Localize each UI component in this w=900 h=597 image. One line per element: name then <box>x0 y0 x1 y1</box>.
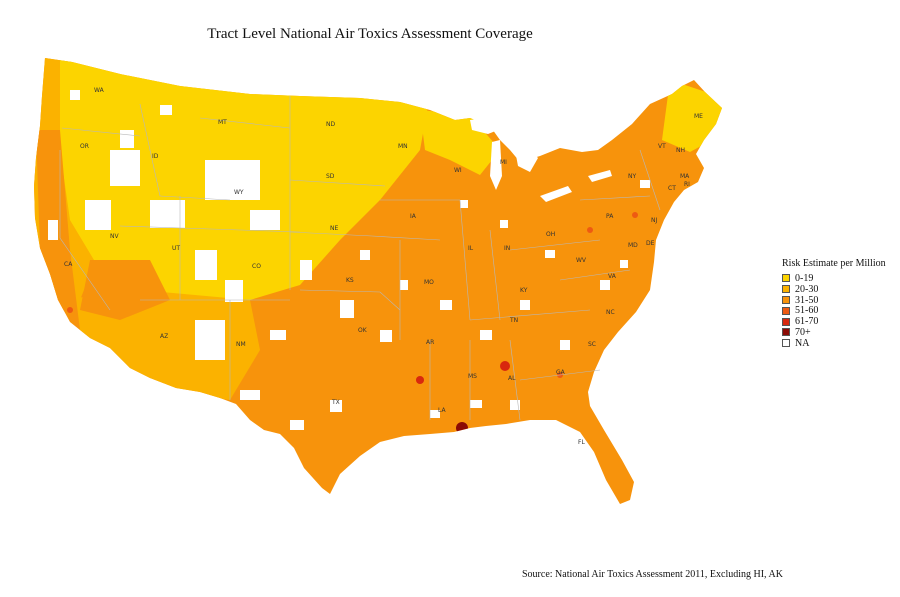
state-label: NH <box>676 147 685 154</box>
state-label: WY <box>234 189 244 196</box>
state-label: LA <box>438 407 446 414</box>
great-lakes <box>470 116 612 202</box>
legend-label: 51-60 <box>795 305 819 317</box>
legend-swatch <box>782 317 790 326</box>
state-label: TN <box>509 317 518 324</box>
state-borders <box>59 96 661 421</box>
legend-label: 31-50 <box>795 294 819 306</box>
state-label: MS <box>468 373 477 380</box>
state-label: FL <box>578 439 585 446</box>
legend-label: 61-70 <box>795 316 819 328</box>
state-label: DE <box>646 240 655 247</box>
state-labels: WA OR CA NV ID MT WY UT AZ CO NM ND SD N… <box>64 87 703 446</box>
state-label: CT <box>668 185 676 192</box>
legend-swatch <box>782 274 790 283</box>
state-label: NE <box>330 225 338 232</box>
legend-label: NA <box>795 337 810 349</box>
map-title: Tract Level National Air Toxics Assessme… <box>207 26 533 42</box>
state-label: CA <box>64 261 73 268</box>
legend-label: 0-19 <box>795 272 814 284</box>
legend-item: 0-19 <box>782 273 886 284</box>
state-label: IN <box>504 245 510 252</box>
state-label: ND <box>326 121 335 128</box>
state-label: MA <box>680 173 690 180</box>
state-label: MN <box>398 143 408 150</box>
state-label: WA <box>94 87 105 94</box>
state-label: MO <box>424 279 434 286</box>
legend-item: 20-30 <box>782 284 886 295</box>
state-label: OH <box>546 231 555 238</box>
state-label: NV <box>110 233 119 240</box>
state-label: GA <box>556 369 566 376</box>
legend-item: 70+ <box>782 327 886 338</box>
state-label: CO <box>252 263 261 270</box>
state-label: WV <box>576 257 587 264</box>
legend-title: Risk Estimate per Million <box>782 258 886 269</box>
state-label: NY <box>628 173 636 180</box>
state-label: ID <box>152 153 159 160</box>
legend-swatch <box>782 285 790 294</box>
legend-swatch <box>782 306 790 315</box>
state-label: SD <box>326 173 335 180</box>
legend-swatch <box>782 328 790 337</box>
legend-item: 51-60 <box>782 305 886 316</box>
state-label: AL <box>508 375 516 382</box>
legend-item: 31-50 <box>782 295 886 306</box>
legend-swatch <box>782 339 790 348</box>
state-label: MI <box>500 159 507 166</box>
state-label: VA <box>608 273 617 280</box>
state-label: IA <box>410 213 417 220</box>
source-note: Source: National Air Toxics Assessment 2… <box>522 569 783 580</box>
state-label: TX <box>331 399 340 406</box>
state-label: PA <box>606 213 614 220</box>
state-label: NM <box>236 341 246 348</box>
legend-item: NA <box>782 338 886 349</box>
state-label: NJ <box>651 217 657 224</box>
state-label: OK <box>358 327 368 334</box>
legend-item: 61-70 <box>782 316 886 327</box>
state-label: IL <box>468 245 474 252</box>
state-label: KS <box>346 277 354 284</box>
state-label: KY <box>520 287 528 294</box>
state-label: RI <box>684 181 690 188</box>
legend-label: 70+ <box>795 326 811 338</box>
state-label: UT <box>172 245 180 252</box>
state-label: WI <box>454 167 462 174</box>
state-label: MD <box>628 242 638 249</box>
state-label: NC <box>606 309 615 316</box>
state-label: AR <box>426 339 434 346</box>
legend-label: 20-30 <box>795 283 819 295</box>
state-label: ME <box>694 113 703 120</box>
legend-swatch <box>782 295 790 304</box>
state-label: SC <box>588 341 596 348</box>
state-label: AZ <box>160 333 168 340</box>
state-label: OR <box>80 143 89 150</box>
legend: Risk Estimate per Million 0-19 20-30 31-… <box>782 258 886 349</box>
state-label: VT <box>658 143 666 150</box>
state-label: MT <box>218 119 227 126</box>
